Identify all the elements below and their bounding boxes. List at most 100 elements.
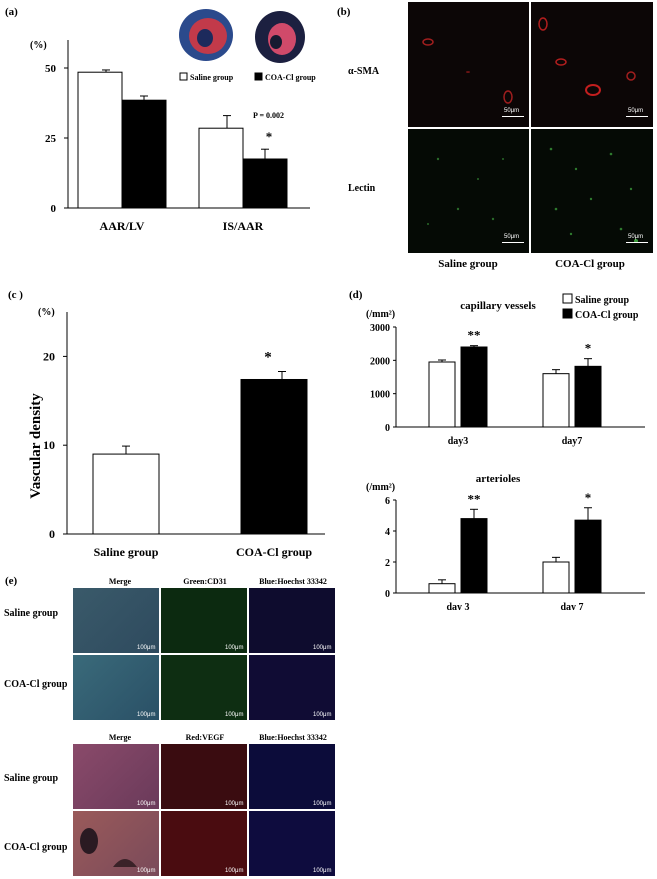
row-e2-saline: Saline group — [4, 773, 58, 784]
lectin-saline-signal — [427, 157, 504, 225]
chart-c: 0 10 20 (%) Vascular density Saline group COA-… — [28, 307, 325, 559]
y-tick-label: 0 — [385, 423, 390, 434]
y-tick-label: 50 — [45, 63, 57, 75]
image-e2-hoechst-saline: 100μm — [249, 744, 335, 809]
x-tick-label: day 3 — [446, 602, 469, 610]
y-tick-label: 6 — [385, 496, 390, 507]
y-tick-label: 20 — [43, 349, 55, 363]
asma-saline-signal — [422, 38, 513, 104]
scale-label: 100μm — [313, 712, 332, 718]
y-tick-label: 0 — [385, 589, 390, 600]
legend-swatch-saline — [179, 72, 188, 81]
y-tick-label: 3000 — [370, 323, 390, 334]
row-e2-coacl: COA-Cl group — [4, 842, 68, 853]
image-e2-vegf-saline: 100μm — [161, 744, 247, 809]
scale-bar — [502, 242, 524, 243]
row-label-lectin: Lectin — [348, 183, 376, 194]
heart-section-saline-image — [178, 8, 234, 64]
image-e1-hoechst-saline: 100μm — [249, 588, 335, 653]
scale-bar — [626, 242, 648, 243]
scale-label: 100μm — [225, 712, 244, 718]
scale-label: 100μm — [225, 645, 244, 651]
panel-d-label: (d) — [349, 289, 363, 301]
panel-b-label: (b) — [337, 6, 351, 18]
x-tick-label: day 7 — [560, 602, 583, 610]
significance-star: * — [266, 129, 273, 144]
y-unit-label: (%) — [30, 40, 47, 51]
bar-AAR/LV-Saline group — [77, 71, 123, 209]
bar-day7-Saline group — [542, 373, 570, 428]
panel-e-label: (e) — [5, 575, 18, 587]
panel-c-label: (c ) — [8, 289, 23, 301]
legend-label-coacl: COA-Cl group — [265, 73, 316, 82]
scale-label: 50μm — [504, 234, 520, 240]
significance-star: * — [585, 341, 592, 356]
x-tick-label: AAR/LV — [100, 219, 145, 233]
x-tick-label: COA-Cl group — [236, 545, 312, 559]
scale-label: 100μm — [137, 801, 156, 807]
bar-day3-Saline group — [428, 361, 456, 428]
merge-vessel-lumen — [80, 828, 137, 867]
bar-IS/AAR-COA-Cl group — [242, 158, 288, 209]
significance-star: ** — [468, 328, 481, 343]
image-e1-merge-coacl: 100μm — [73, 655, 159, 720]
y-axis-title: Vascular density — [28, 393, 44, 499]
image-b-lectin-saline: 50μm — [408, 129, 529, 253]
heart-coacl-drawing — [255, 11, 305, 63]
image-e2-merge-coacl: 100μm — [73, 811, 159, 876]
bar-day 7-COA-Cl group — [574, 519, 602, 594]
scale-label: 50μm — [628, 108, 644, 114]
bar-IS/AAR-Saline group — [198, 127, 244, 209]
image-e2-vegf-coacl: 100μm — [161, 811, 247, 876]
image-e1-merge-saline: 100μm — [73, 588, 159, 653]
bar-day 7-Saline group — [542, 561, 570, 594]
y-tick-label: 2000 — [370, 356, 390, 367]
bar-day7-COA-Cl group — [574, 365, 602, 428]
significance-star: ** — [468, 491, 481, 506]
col-e1-cd31: Green:CD31 — [183, 577, 227, 586]
image-b-lectin-coacl: 50μm — [531, 129, 653, 253]
significance-star: * — [585, 490, 592, 505]
y-tick-label: 0 — [51, 203, 57, 215]
chart-title: arterioles — [476, 473, 521, 485]
chart-d-arterioles: 0 2 4 6 (/mm²) arterioles day 3 ** day 7 * — [366, 473, 645, 610]
col-e2-vegf: Red:VEGF — [185, 733, 225, 742]
scale-bar — [502, 116, 524, 117]
col-e2-merge: Merge — [108, 733, 132, 742]
bar-day 3-Saline group — [428, 583, 456, 594]
y-tick-label: 0 — [49, 527, 55, 541]
col-e1-merge: Merge — [108, 577, 132, 586]
x-tick-label: IS/AAR — [223, 219, 264, 233]
x-tick-label: Saline group — [94, 545, 159, 559]
scale-bar — [626, 116, 648, 117]
scale-label: 100μm — [225, 801, 244, 807]
bar-Saline group — [92, 453, 160, 535]
y-tick-label: 10 — [43, 438, 55, 452]
bar-COA-Cl group — [240, 378, 308, 535]
image-b-asma-saline: 50μm — [408, 2, 529, 127]
x-tick-label: day7 — [562, 436, 583, 447]
scale-label: 50μm — [504, 108, 520, 114]
legend-label-saline: Saline group — [190, 73, 234, 82]
scale-label: 50μm — [628, 234, 644, 240]
chart-d-capillary: 0 1000 2000 3000 (/mm²) capillary vessels day3… — [366, 293, 645, 447]
row-label-asma: α-SMA — [348, 66, 380, 77]
col-label-saline-b: Saline group — [438, 258, 498, 270]
row-e1-coacl: COA-Cl group — [4, 679, 68, 690]
legend-label-coacl: COA-Cl group — [575, 310, 639, 321]
bar-day3-COA-Cl group — [460, 346, 488, 428]
scale-label: 100μm — [313, 801, 332, 807]
bar-day 3-COA-Cl group — [460, 518, 488, 594]
y-tick-label: 25 — [45, 133, 57, 145]
col-e2-hoechst: Blue:Hoechst 33342 — [259, 733, 327, 742]
row-e1-saline: Saline group — [4, 608, 58, 619]
image-e2-merge-saline: 100μm — [73, 744, 159, 809]
y-tick-label: 2 — [385, 558, 390, 569]
p-value-annotation: P = 0.002 — [253, 111, 284, 120]
legend-swatch-coacl — [562, 308, 573, 319]
image-e1-cd31-saline: 100μm — [161, 588, 247, 653]
heart-saline-drawing — [179, 9, 233, 61]
scale-label: 100μm — [313, 645, 332, 651]
col-e1-hoechst: Blue:Hoechst 33342 — [259, 577, 327, 586]
scale-label: 100μm — [137, 645, 156, 651]
